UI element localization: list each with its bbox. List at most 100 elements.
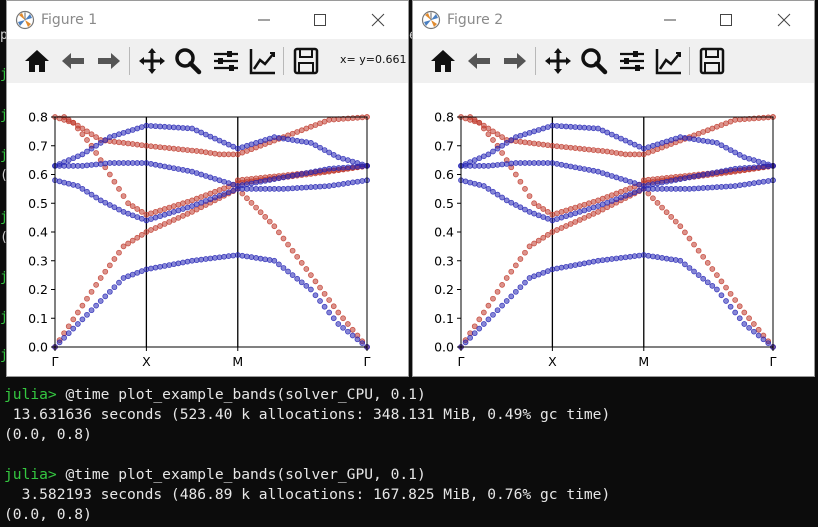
- y-tick-label: 0.0: [28, 340, 48, 355]
- data-point: [330, 303, 337, 310]
- y-tick-label: 0.2: [28, 282, 48, 297]
- data-point: [289, 137, 296, 143]
- data-point: [490, 295, 496, 302]
- data-point: [180, 146, 186, 153]
- data-point: [239, 252, 246, 259]
- data-point: [755, 115, 762, 121]
- subplots-config-icon[interactable]: [210, 45, 242, 77]
- data-point: [531, 240, 537, 247]
- data-point: [298, 260, 305, 266]
- y-tick-label: 0.7: [28, 138, 48, 153]
- data-point: [79, 163, 86, 169]
- data-point: [503, 197, 510, 204]
- subplots-config-icon[interactable]: [616, 45, 648, 77]
- edit-axes-icon[interactable]: [247, 45, 279, 77]
- data-point: [576, 261, 583, 268]
- data-point: [88, 288, 95, 295]
- save-floppy-icon[interactable]: [290, 45, 322, 77]
- data-point: [645, 182, 652, 188]
- terminal-glyph: p: [0, 28, 8, 43]
- edit-axes-icon[interactable]: [653, 45, 685, 77]
- maximize-icon[interactable]: [714, 9, 738, 31]
- zoom-magnifier-icon[interactable]: [172, 45, 204, 77]
- data-point: [180, 167, 186, 173]
- band-structure-plot[interactable]: 0.0 0.1 0.2 0.3 0.4 0.5 0.6 0.7 0.8 Γ X M Γ: [413, 83, 813, 375]
- home-icon[interactable]: [21, 45, 53, 77]
- data-point: [581, 166, 588, 172]
- data-point: [751, 180, 757, 186]
- data-point: [522, 279, 528, 286]
- data-point: [526, 243, 533, 250]
- minimize-icon[interactable]: [658, 9, 682, 31]
- minimize-icon[interactable]: [252, 9, 276, 31]
- forward-arrow-icon[interactable]: [499, 45, 531, 77]
- data-point: [248, 200, 255, 206]
- data-point: [517, 256, 524, 262]
- data-point: [686, 265, 693, 271]
- save-floppy-icon[interactable]: [696, 45, 728, 77]
- band-structure-plot[interactable]: 0.0 0.1 0.2 0.3 0.4 0.5 0.6 0.7 0.8 Γ X M Γ: [7, 83, 407, 375]
- data-point: [760, 160, 767, 166]
- data-point: [207, 255, 214, 262]
- data-point: [636, 252, 643, 259]
- home-icon[interactable]: [427, 45, 459, 77]
- data-point: [581, 215, 588, 221]
- data-point: [129, 203, 136, 209]
- data-point: [659, 204, 665, 211]
- data-point: [672, 218, 679, 225]
- data-point: [212, 255, 218, 261]
- data-point: [340, 155, 346, 162]
- figure-2-window[interactable]: Figure 2 0.0 0.1 0.2 0.3 0.4 0.5 0.6 0.7 0.8 Γ X M Γ: [412, 0, 815, 377]
- data-point: [345, 157, 351, 163]
- data-point: [193, 257, 200, 264]
- title-bar[interactable]: Figure 1: [7, 1, 408, 39]
- data-point: [682, 261, 688, 268]
- data-point: [485, 125, 492, 132]
- data-point: [746, 315, 752, 322]
- y-tick-label: 0.5: [28, 196, 48, 211]
- terminal-glyph: (: [0, 230, 8, 245]
- data-point: [294, 171, 301, 178]
- data-point: [74, 321, 81, 327]
- data-point: [148, 227, 154, 233]
- data-point: [303, 266, 310, 272]
- y-tick-label: 0.4: [434, 225, 454, 240]
- data-point: [253, 179, 259, 186]
- data-point: [723, 144, 729, 151]
- data-point: [554, 143, 560, 150]
- pan-move-icon[interactable]: [136, 45, 168, 77]
- back-arrow-icon[interactable]: [57, 45, 89, 77]
- back-arrow-icon[interactable]: [463, 45, 495, 77]
- data-point: [244, 176, 250, 183]
- data-point: [345, 180, 351, 186]
- data-point: [499, 150, 505, 156]
- data-point: [202, 149, 209, 156]
- data-point: [180, 213, 186, 219]
- terminal-glyph: e: [409, 28, 413, 43]
- data-point: [640, 252, 647, 258]
- data-point: [608, 149, 615, 156]
- zoom-magnifier-icon[interactable]: [578, 45, 610, 77]
- data-point: [760, 114, 767, 121]
- maximize-icon[interactable]: [308, 9, 332, 31]
- data-point: [298, 138, 305, 145]
- pan-move-icon[interactable]: [542, 45, 574, 77]
- data-point: [285, 268, 291, 275]
- data-point: [134, 234, 141, 241]
- close-icon[interactable]: [772, 9, 796, 31]
- data-point: [751, 321, 757, 327]
- data-point: [727, 147, 734, 153]
- navigation-toolbar: [413, 39, 814, 83]
- data-point: [207, 150, 214, 156]
- data-point: [134, 206, 141, 212]
- data-point: [111, 256, 118, 262]
- title-bar[interactable]: Figure 2: [413, 1, 814, 39]
- data-point: [558, 161, 565, 168]
- forward-arrow-icon[interactable]: [93, 45, 125, 77]
- data-point: [737, 182, 743, 189]
- data-point: [152, 143, 159, 150]
- data-point: [335, 154, 342, 161]
- close-icon[interactable]: [366, 9, 390, 31]
- figure-1-window[interactable]: Figure 1 x= y=0.661 0.0 0.1 0.2 0.3 0.4 0.5 0.6 0…: [6, 0, 409, 377]
